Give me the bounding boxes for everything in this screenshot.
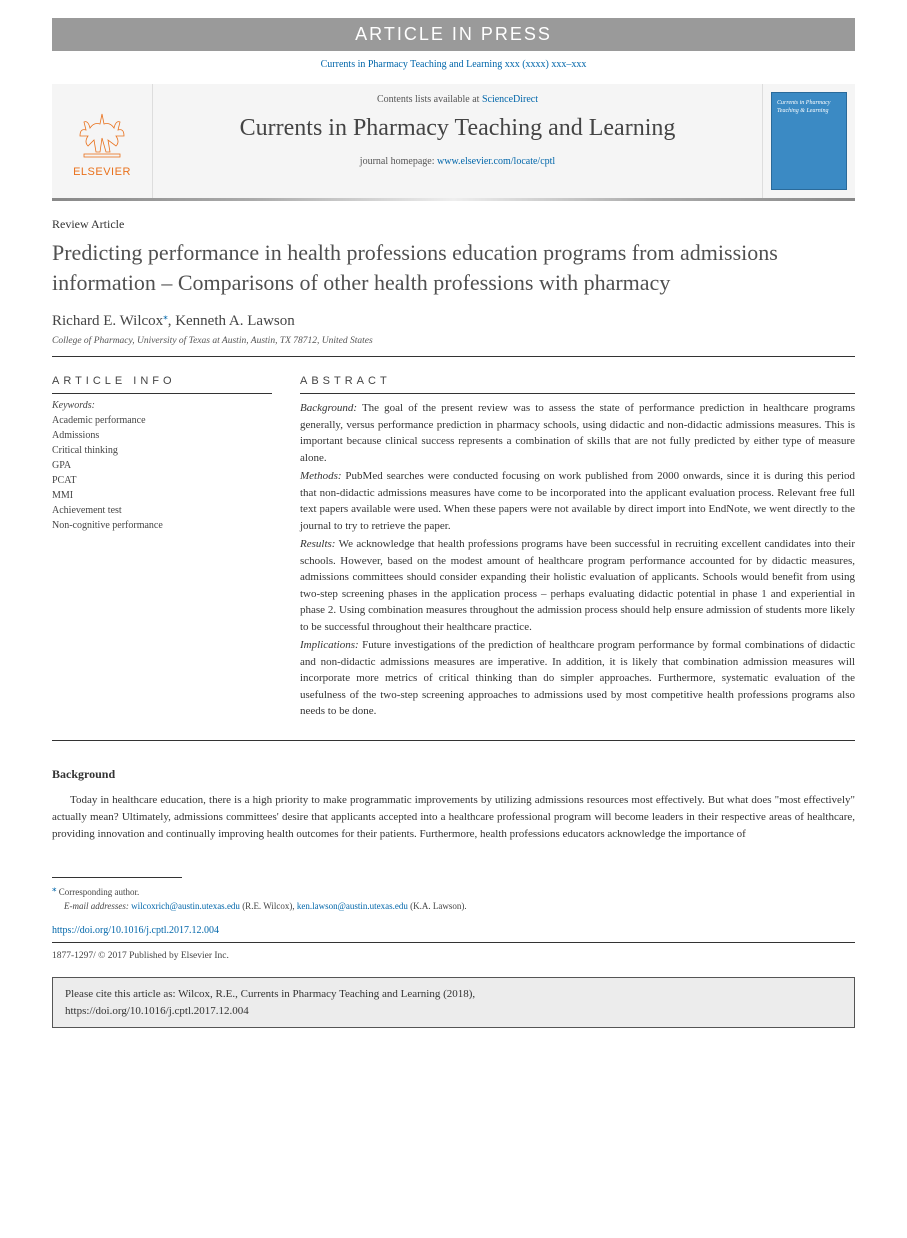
contents-lists-line: Contents lists available at ScienceDirec… xyxy=(161,94,754,105)
keywords-list: Academic performance Admissions Critical… xyxy=(52,413,272,533)
affiliation: College of Pharmacy, University of Texas… xyxy=(52,336,855,346)
keyword: Admissions xyxy=(52,428,272,443)
journal-cover-thumbnail: Currents in Pharmacy Teaching & Learning xyxy=(771,92,847,190)
header-center: Contents lists available at ScienceDirec… xyxy=(152,84,763,198)
cite-doi[interactable]: https://doi.org/10.1016/j.cptl.2017.12.0… xyxy=(65,1005,249,1017)
email-aff-2: (K.A. Lawson). xyxy=(408,901,467,911)
abs-results-text: We acknowledge that health professions p… xyxy=(300,538,855,633)
star-icon: ⁎ xyxy=(52,883,57,893)
abstract-heading: ABSTRACT xyxy=(300,375,855,387)
abs-implications-label: Implications: xyxy=(300,639,359,651)
elsevier-logo-cell: ELSEVIER xyxy=(52,84,152,198)
keyword: PCAT xyxy=(52,473,272,488)
rule-above-copyright xyxy=(52,942,855,943)
article-type: Review Article xyxy=(52,217,855,232)
contents-prefix: Contents lists available at xyxy=(377,94,482,105)
homepage-url[interactable]: www.elsevier.com/locate/cptl xyxy=(437,156,555,167)
email-aff-1: (R.E. Wilcox), xyxy=(240,901,297,911)
body-section: Background Today in healthcare education… xyxy=(52,767,855,843)
elsevier-tree-icon xyxy=(74,108,130,164)
article-in-press-banner: ARTICLE IN PRESS xyxy=(52,18,855,51)
article-info-column: ARTICLE INFO Keywords: Academic performa… xyxy=(52,375,272,722)
homepage-line: journal homepage: www.elsevier.com/locat… xyxy=(161,156,754,167)
rule-above-twocol xyxy=(52,356,855,357)
copyright-line: 1877-1297/ © 2017 Published by Elsevier … xyxy=(52,951,855,961)
keyword: Critical thinking xyxy=(52,443,272,458)
homepage-prefix: journal homepage: xyxy=(360,156,437,167)
elsevier-wordmark: ELSEVIER xyxy=(73,166,131,178)
abs-results-label: Results: xyxy=(300,538,335,550)
corresponding-text: Corresponding author. xyxy=(59,887,140,897)
abs-methods-text: PubMed searches were conducted focusing … xyxy=(300,470,855,532)
keyword: MMI xyxy=(52,488,272,503)
keywords-label: Keywords: xyxy=(52,400,272,411)
email-label: E-mail addresses: xyxy=(64,901,129,911)
cover-cell: Currents in Pharmacy Teaching & Learning xyxy=(763,84,855,198)
email-link-1[interactable]: wilcoxrich@austin.utexas.edu xyxy=(131,901,240,911)
journal-name: Currents in Pharmacy Teaching and Learni… xyxy=(161,115,754,142)
body-section-heading: Background xyxy=(52,767,855,782)
article-info-heading: ARTICLE INFO xyxy=(52,375,272,387)
author-1: Richard E. Wilcox xyxy=(52,313,163,329)
abs-background-text: The goal of the present review was to as… xyxy=(300,402,855,464)
abstract-column: ABSTRACT Background: The goal of the pre… xyxy=(300,375,855,722)
rule-below-twocol xyxy=(52,740,855,741)
footnote-rule xyxy=(52,877,182,878)
body-paragraph: Today in healthcare education, there is … xyxy=(52,792,855,843)
abs-implications-text: Future investigations of the prediction … xyxy=(300,639,855,717)
sciencedirect-link[interactable]: ScienceDirect xyxy=(482,94,538,105)
email-line: E-mail addresses: wilcoxrich@austin.utex… xyxy=(52,900,855,914)
footnotes: ⁎ Corresponding author. E-mail addresses… xyxy=(52,882,855,913)
keyword: Achievement test xyxy=(52,503,272,518)
running-head: Currents in Pharmacy Teaching and Learni… xyxy=(52,59,855,70)
doi-link[interactable]: https://doi.org/10.1016/j.cptl.2017.12.0… xyxy=(52,925,855,936)
author-list: Richard E. Wilcox⁎, Kenneth A. Lawson xyxy=(52,311,855,330)
keyword: Non-cognitive performance xyxy=(52,518,272,533)
email-link-2[interactable]: ken.lawson@austin.utexas.edu xyxy=(297,901,408,911)
corresponding-note: ⁎ Corresponding author. xyxy=(52,882,855,900)
keyword: GPA xyxy=(52,458,272,473)
abstract-body: Background: The goal of the present revi… xyxy=(300,400,855,720)
article-title: Predicting performance in health profess… xyxy=(52,238,855,297)
keyword: Academic performance xyxy=(52,413,272,428)
journal-header: ELSEVIER Contents lists available at Sci… xyxy=(52,84,855,198)
abs-background-label: Background: xyxy=(300,402,357,414)
info-abstract-row: ARTICLE INFO Keywords: Academic performa… xyxy=(52,375,855,722)
abs-methods-label: Methods: xyxy=(300,470,342,482)
info-rule xyxy=(52,393,272,394)
abstract-rule xyxy=(300,393,855,394)
author-2: , Kenneth A. Lawson xyxy=(168,313,295,329)
cite-prefix: Please cite this article as: Wilcox, R.E… xyxy=(65,988,475,1000)
citation-box: Please cite this article as: Wilcox, R.E… xyxy=(52,977,855,1028)
